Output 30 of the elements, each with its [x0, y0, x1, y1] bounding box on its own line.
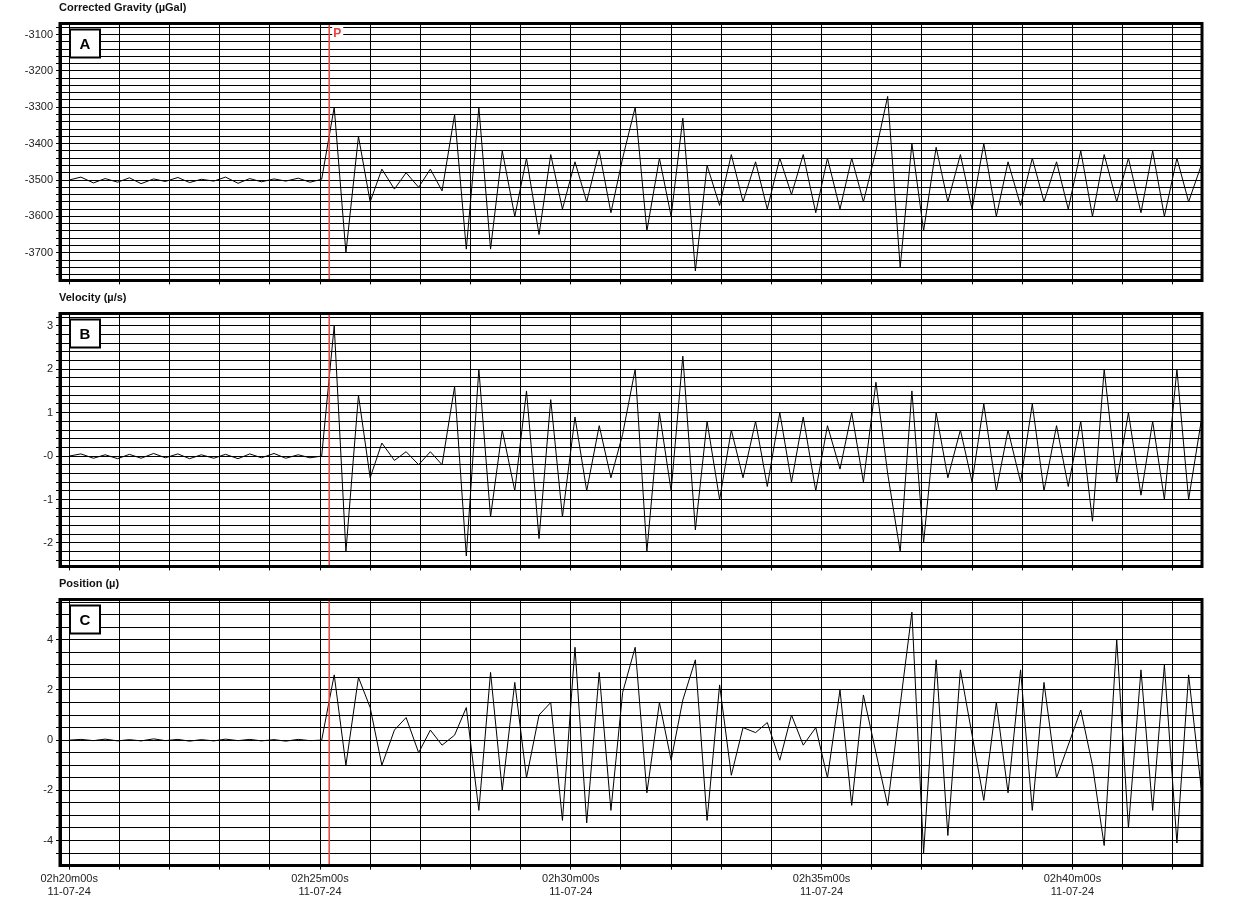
chart-title: Velocity (µ/s): [58, 290, 128, 304]
y-tick-label: -2: [43, 535, 53, 548]
annotation: A: [79, 34, 91, 52]
x-tick-label: 02h35m00s 11-07-24: [792, 872, 851, 898]
y-tick-label: -3600: [24, 209, 53, 222]
y-tick-label: -2: [43, 783, 53, 796]
y-tick-label: -0: [43, 449, 53, 462]
y-tick-label: 2: [46, 362, 53, 375]
y-tick-label: -3400: [24, 136, 53, 149]
y-tick-label: 2: [46, 682, 53, 695]
y-tick-label: 3: [46, 318, 53, 331]
x-tick-label: 02h40m00s 11-07-24: [1043, 872, 1102, 898]
annotation: B: [79, 324, 91, 342]
y-tick-label: -1: [43, 492, 53, 505]
x-tick-label: 02h30m00s 11-07-24: [542, 872, 601, 898]
y-tick-label: -3100: [24, 27, 53, 40]
y-tick-label: 1: [46, 405, 53, 418]
y-tick-label: 4: [46, 632, 53, 645]
y-tick-label: -3500: [24, 173, 53, 186]
annotation: C: [79, 610, 91, 628]
chart-title: Corrected Gravity (µGal): [58, 0, 188, 14]
y-tick-label: -3700: [24, 245, 53, 258]
y-tick-label: -4: [43, 833, 53, 846]
chart-title: Position (µ): [58, 576, 121, 590]
x-tick-label: 02h25m00s 11-07-24: [291, 872, 350, 898]
x-tick-label: 02h20m00s 11-07-24: [40, 872, 99, 898]
y-tick-label: -3200: [24, 63, 53, 76]
y-tick-label: 0: [46, 733, 53, 746]
ref-line-label: P: [333, 25, 342, 40]
y-tick-label: -3300: [24, 100, 53, 113]
